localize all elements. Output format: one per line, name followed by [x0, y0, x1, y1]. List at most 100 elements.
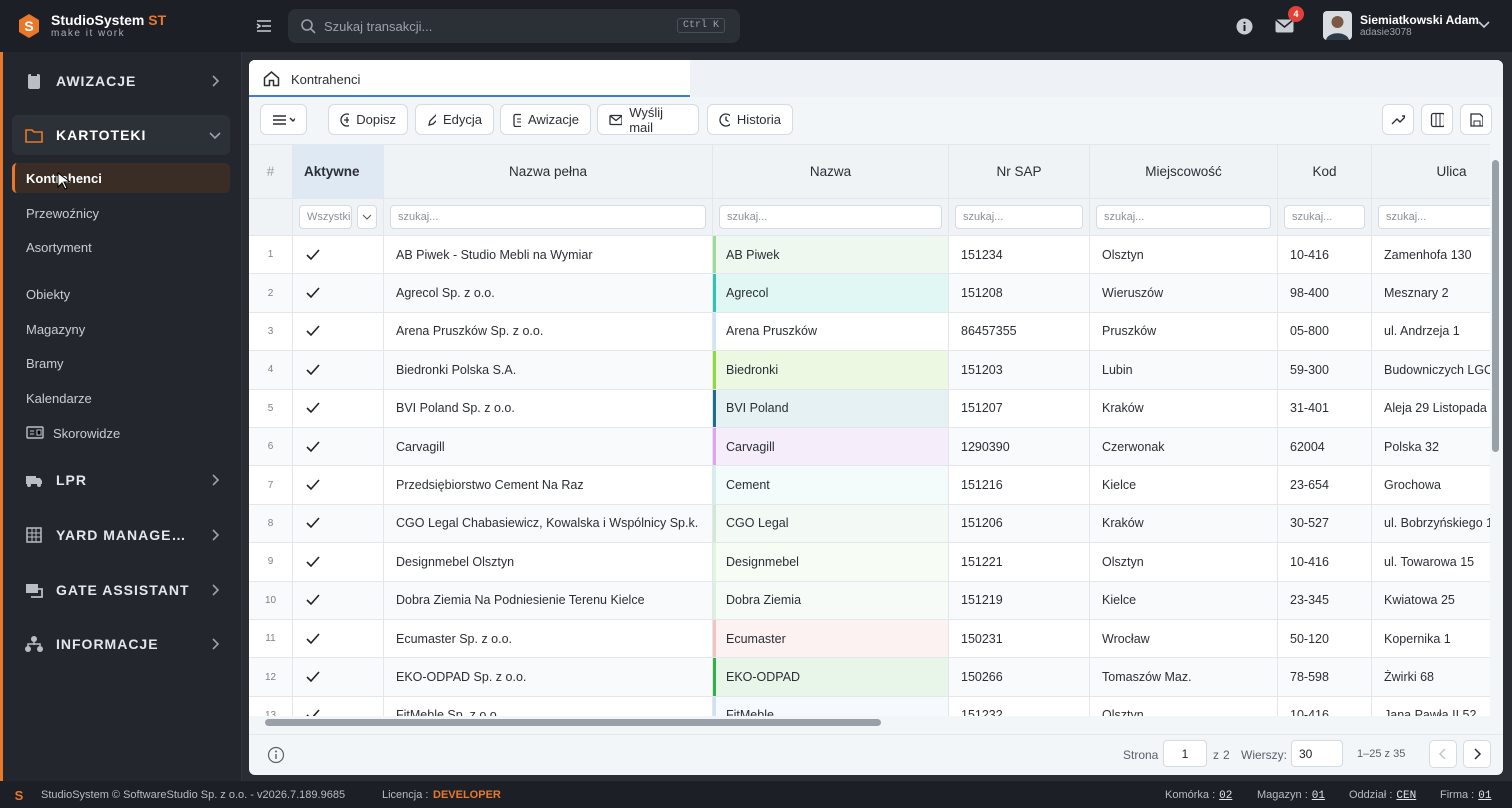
table-row[interactable]: 1 AB Piwek - Studio Mebli na Wymiar AB Piw… [249, 236, 1490, 275]
table-cell: 151234 [949, 236, 1090, 274]
table-row[interactable]: 8 CGO Legal Chabasiewicz, Kowalska i Wspó… [249, 504, 1490, 544]
nav-item[interactable]: Obiekty [12, 279, 230, 309]
column-header[interactable]: Ulica [1372, 145, 1490, 198]
table-cell: 151207 [949, 389, 1090, 427]
icon-button[interactable] [1421, 104, 1453, 135]
cell-text: Biedronki Polska S.A. [396, 362, 517, 377]
column-header[interactable]: Miejscowość [1090, 145, 1278, 198]
button-icon [428, 113, 436, 126]
check-icon [306, 517, 320, 529]
table-cell: 4 [249, 351, 293, 389]
table-row[interactable]: 13 FitMeble Sp. z o.o. FitMeble 151232 Olszt… [249, 696, 1490, 716]
menu-toggle[interactable] [256, 18, 272, 34]
filter-input[interactable]: szukaj... [1378, 205, 1490, 229]
nav-item[interactable]: Kontrahenci [12, 163, 230, 193]
cell-text: Ecumaster [726, 631, 786, 646]
icon-button[interactable] [1460, 104, 1492, 135]
table-cell: 6 [249, 428, 293, 466]
filter-cell: szukaj... [949, 199, 1090, 235]
nav-section[interactable]: GATE ASSISTANT [12, 570, 230, 610]
table-cell: Budowniczych LGOM [1372, 351, 1490, 388]
tab[interactable]: Kontrahenci [249, 60, 690, 97]
table-cell: 7 [249, 466, 293, 504]
check-icon [306, 441, 320, 452]
table-row[interactable]: 9 Designmebel Olsztyn Designmebel 151221 Ols… [249, 543, 1490, 582]
table-cell: 12 [249, 658, 293, 696]
nav-section[interactable]: LPR [12, 460, 230, 500]
footer-logo: S [15, 788, 24, 802]
nav-section[interactable]: KARTOTEKI [12, 115, 230, 155]
nav-item[interactable]: Kalendarze [12, 383, 230, 413]
menu-button[interactable] [260, 104, 307, 135]
table-row[interactable]: 4 Biedronki Polska S.A. Biedronki 151203 Lub… [249, 351, 1490, 390]
nav-section[interactable]: YARD MANAGEMENT [12, 515, 230, 555]
button-icon [719, 112, 730, 127]
table-cell: 5 [249, 389, 293, 427]
table-row[interactable]: 11 Ecumaster Sp. z o.o. Ecumaster 150231 Wro… [249, 620, 1490, 659]
page-input[interactable]: 1 [1163, 740, 1207, 767]
section-label: GATE ASSISTANT [56, 582, 190, 598]
table-cell: Carvagill [384, 428, 713, 466]
nav-item[interactable]: Magazyny [12, 314, 230, 344]
cell-text: 31-401 [1290, 401, 1329, 416]
filter-select[interactable]: Wszystkie [299, 205, 353, 229]
row-number: 11 [265, 633, 276, 645]
filter-input[interactable]: szukaj... [955, 205, 1083, 229]
mail-button[interactable] [1275, 19, 1294, 33]
column-header[interactable]: Nazwa pełna [384, 145, 713, 198]
check-icon [306, 479, 320, 491]
nav-item[interactable]: Bramy [12, 348, 230, 378]
table-cell [293, 581, 384, 619]
filter-input[interactable]: szukaj... [1096, 205, 1271, 229]
column-header[interactable]: Nazwa [713, 145, 949, 198]
nav-item-label: Magazyny [26, 321, 86, 337]
table-row[interactable]: 7 Przedsiębiorstwo Cement Na Raz Cement 151… [249, 466, 1490, 505]
toolbar-button[interactable]: Awizacje [500, 104, 591, 135]
avatar[interactable] [1323, 11, 1352, 40]
toolbar-button[interactable]: Wyślij mail [597, 104, 699, 135]
table-row[interactable]: 12 EKO-ODPAD Sp. z o.o. EKO-ODPAD 150266 Tom… [249, 658, 1490, 697]
filter-input[interactable]: szukaj... [719, 205, 942, 229]
table-cell: AB Piwek - Studio Mebli na Wymiar [384, 236, 713, 274]
cell-text: ul. Andrzeja 1 [1384, 324, 1460, 339]
table-row[interactable]: 2 Agrecol Sp. z o.o. Agrecol 151208 Wieruszó… [249, 274, 1490, 313]
page-nav[interactable] [1463, 740, 1491, 768]
cell-text: 151207 [961, 401, 1003, 416]
nav-item[interactable]: Asortyment [12, 232, 230, 262]
table-row[interactable]: 6 Carvagill Carvagill 1290390 Czerwonak 62004… [249, 428, 1490, 467]
info-button[interactable] [1236, 18, 1253, 35]
column-header[interactable]: # [249, 145, 293, 198]
rows-input[interactable]: 30 [1291, 740, 1343, 767]
search-box[interactable]: Szukaj transakcji... Ctrl K [288, 9, 740, 43]
toolbar-button[interactable]: Dopisz [328, 104, 408, 135]
section-icon-svg [26, 476, 42, 487]
filter-cell: Wszystkie [293, 199, 384, 235]
v-scrollbar[interactable] [1492, 160, 1499, 452]
toolbar-button[interactable]: Edycja [415, 104, 494, 135]
nav-section[interactable]: AWIZACJE [12, 61, 230, 101]
filter-dropdown[interactable] [357, 205, 377, 229]
table-row[interactable]: 5 BVI Poland Sp. z o.o. BVI Poland 151207 Kr… [249, 389, 1490, 428]
filter-input[interactable]: szukaj... [390, 205, 706, 229]
table-cell: Przedsiębiorstwo Cement Na Raz [384, 466, 713, 504]
table-row[interactable]: 10 Dobra Ziemia Na Podniesienie Terenu Ki… [249, 581, 1490, 620]
icon-button[interactable] [1382, 104, 1414, 135]
nav-item[interactable]: Skorowidze [12, 418, 230, 448]
nav-item[interactable]: Przewoźnicy [12, 198, 230, 228]
nav-section[interactable]: INFORMACJE [12, 624, 230, 664]
brand-suffix: ST [148, 12, 167, 28]
column-header[interactable]: Kod [1278, 145, 1372, 198]
page-label: Strona [1123, 748, 1159, 762]
table-row[interactable]: 3 Arena Pruszków Sp. z o.o. Arena Pruszków… [249, 312, 1490, 352]
filter-input[interactable]: szukaj... [1284, 205, 1365, 229]
column-header[interactable]: Aktywne [293, 145, 384, 198]
user-menu-chevron[interactable] [1478, 21, 1490, 29]
filter-cell: szukaj... [1278, 199, 1372, 235]
header-row: # Aktywne Nazwa pełna Nazwa Nr SAP Miejscowoś… [249, 145, 1490, 199]
column-header[interactable]: Nr SAP [949, 145, 1090, 198]
toolbar-button[interactable]: Historia [707, 104, 793, 135]
page-nav[interactable] [1429, 740, 1457, 768]
table-cell: 30-527 [1278, 504, 1372, 543]
h-scrollbar[interactable] [265, 719, 881, 726]
cell-text: Pruszków [1102, 324, 1157, 339]
